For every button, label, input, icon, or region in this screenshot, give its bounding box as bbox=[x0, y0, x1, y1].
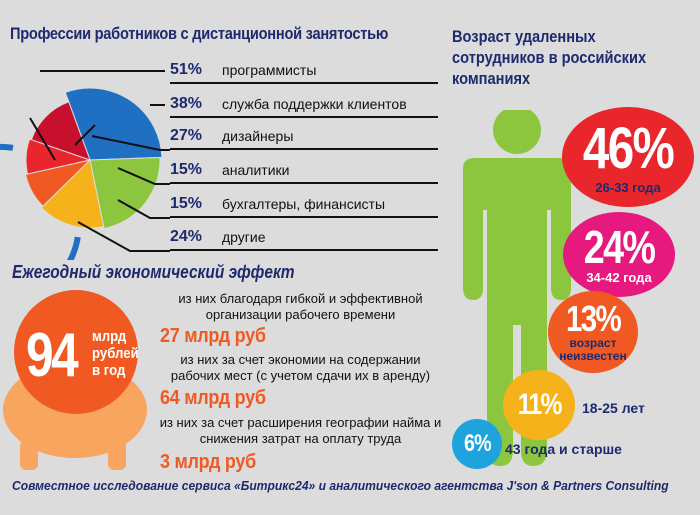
leader-line bbox=[150, 104, 165, 106]
age-percent: 11% bbox=[517, 388, 563, 421]
underline bbox=[170, 82, 438, 84]
age-circle: 11% bbox=[503, 370, 575, 440]
underline bbox=[170, 249, 438, 251]
piggy-bank-icon bbox=[3, 290, 147, 470]
profession-label: другие bbox=[222, 229, 266, 245]
age-label: 18-25 лет bbox=[582, 400, 645, 416]
effect-total-value: 94 bbox=[26, 321, 79, 390]
age-percent: 24% bbox=[583, 221, 656, 273]
effect-item-amount: 64 млрд руб bbox=[160, 387, 266, 409]
profession-label: служба поддержки клиентов bbox=[222, 96, 407, 112]
age-label: 43 года и старше bbox=[505, 441, 622, 457]
profession-label: бухгалтеры, финансисты bbox=[222, 196, 386, 212]
age-label: 34-42 года bbox=[586, 270, 652, 285]
effect-item-text: из них благодаря гибкой и эффективной ор… bbox=[178, 291, 423, 322]
age-circle: 6% bbox=[452, 419, 502, 469]
effect-item-text: из них за счет расширения географии найм… bbox=[159, 415, 442, 446]
profession-percent: 51% bbox=[170, 61, 203, 78]
profession-row: 51% программисты bbox=[0, 58, 700, 84]
profession-label: программисты bbox=[222, 62, 317, 78]
profession-percent: 38% bbox=[170, 95, 203, 112]
profession-percent: 15% bbox=[170, 195, 203, 212]
pie-slice-4 bbox=[25, 159, 92, 207]
profession-label: аналитики bbox=[222, 162, 290, 178]
professions-title: Профессии работников с дистанционной зан… bbox=[10, 24, 389, 43]
profession-row: 27% дизайнеры bbox=[0, 124, 700, 150]
age-circle: 13% возраст неизвестен bbox=[548, 291, 638, 373]
age-circle: 46% 26-33 года bbox=[562, 107, 694, 207]
leader-line bbox=[40, 70, 165, 72]
profession-label: дизайнеры bbox=[222, 128, 294, 144]
age-title: Возраст удаленных сотрудников в российск… bbox=[452, 26, 678, 89]
effect-total-unit: млрд рублей в год bbox=[92, 328, 139, 379]
profession-row: 24% другие bbox=[0, 225, 700, 251]
underline bbox=[170, 216, 438, 218]
age-percent: 6% bbox=[463, 430, 492, 457]
age-title-line: компаниях bbox=[452, 69, 531, 88]
footer-source: Совместное исследование сервиса «Битрикс… bbox=[12, 478, 669, 493]
age-circle: 24% 34-42 года bbox=[563, 212, 675, 297]
age-percent: 46% bbox=[582, 115, 675, 181]
profession-row: 15% бухгалтеры, финансисты bbox=[0, 192, 700, 218]
age-percent: 13% bbox=[565, 298, 622, 339]
underline bbox=[170, 116, 438, 118]
profession-percent: 15% bbox=[170, 161, 203, 178]
age-label: 26-33 года bbox=[595, 179, 661, 195]
age-title-line: Возраст удаленных bbox=[452, 27, 596, 46]
profession-percent: 27% bbox=[170, 127, 203, 144]
effect-item-amount: 3 млрд руб bbox=[160, 451, 256, 473]
profession-percent: 24% bbox=[170, 228, 203, 245]
effect-item-text: из них за счет экономии на содержании ра… bbox=[170, 352, 431, 383]
effect-title: Ежегодный экономический эффект bbox=[12, 262, 295, 282]
age-title-line: сотрудников в российских bbox=[452, 48, 647, 67]
effect-item-amount: 27 млрд руб bbox=[160, 325, 266, 347]
profession-row: 15% аналитики bbox=[0, 158, 700, 184]
profession-row: 38% служба поддержки клиентов bbox=[0, 92, 700, 118]
age-label: возраст неизвестен bbox=[559, 336, 627, 363]
underline bbox=[170, 182, 438, 184]
underline bbox=[170, 148, 438, 150]
